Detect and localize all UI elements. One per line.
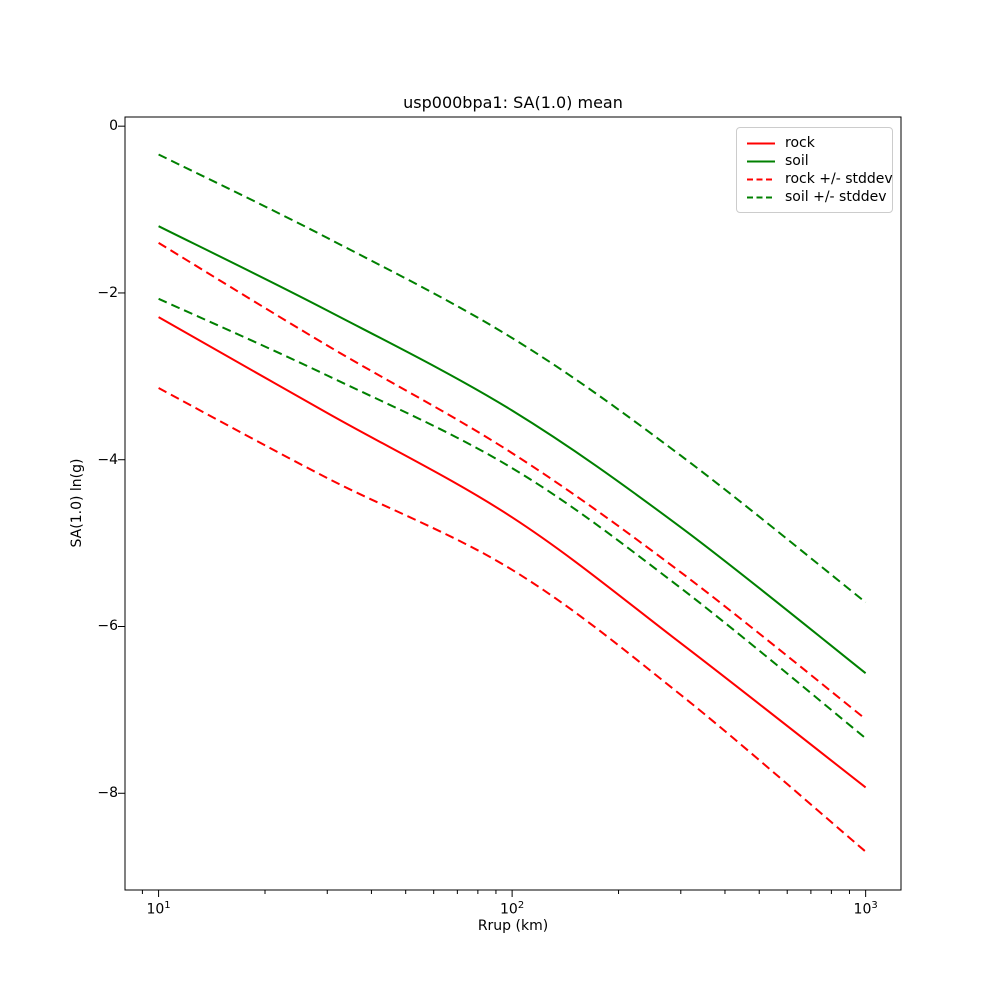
- y-axis-label: SA(1.0) ln(g): [69, 458, 85, 548]
- legend-line-sample: [747, 142, 775, 144]
- curve-rock: [158, 316, 867, 789]
- legend-line-sample: [747, 196, 775, 198]
- curve-soil: [158, 225, 867, 674]
- x-axis-label: Rrup (km): [477, 918, 549, 934]
- y-tick-label--2: −2: [97, 284, 118, 301]
- x-ticks: [141, 890, 867, 897]
- axes-frame: [124, 116, 902, 891]
- y-tick-label--4: −4: [97, 451, 118, 468]
- legend-entry-soil-stddev: soil +/- stddev: [746, 188, 887, 206]
- y-tick-label--6: −6: [97, 618, 118, 635]
- chart-title: usp000bpa1: SA(1.0) mean: [403, 93, 623, 112]
- curve-rock-stddev: [158, 242, 867, 720]
- legend-entry-soil: soil: [746, 152, 883, 170]
- y-tick-label-0: 0: [109, 118, 118, 135]
- x-tick-label-10e3: 103: [853, 900, 878, 918]
- curves: [158, 153, 867, 853]
- x-tick-label-10e2: 102: [500, 900, 525, 918]
- curve-soil-stddev: [158, 297, 867, 739]
- y-tick-label--8: −8: [97, 785, 118, 802]
- legend-label: soil +/- stddev: [785, 189, 887, 205]
- legend-label: rock +/- stddev: [785, 171, 893, 187]
- legend-label: rock: [785, 135, 815, 151]
- curve-soil-stddev: [158, 153, 867, 604]
- legend-line-sample: [747, 160, 775, 162]
- x-tick-label-10e1: 101: [146, 900, 171, 918]
- legend-label: soil: [785, 153, 809, 169]
- y-ticks: [118, 125, 125, 794]
- legend-entry-rock-stddev: rock +/- stddev: [746, 170, 893, 188]
- legend-line-sample: [747, 178, 775, 180]
- curve-rock-stddev: [158, 387, 867, 853]
- legend-entry-rock: rock: [746, 134, 883, 152]
- legend: rock soil rock +/- stddev soil +/- stddev: [736, 127, 893, 213]
